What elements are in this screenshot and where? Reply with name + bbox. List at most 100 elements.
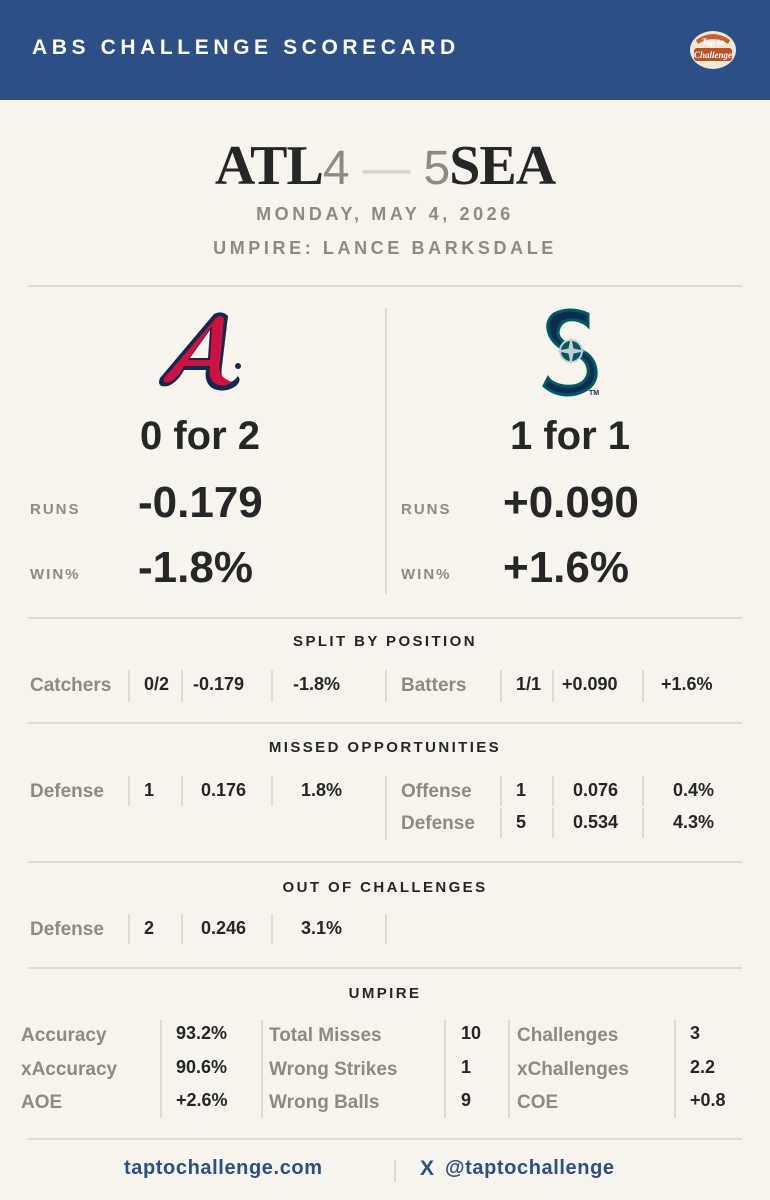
cell-separator [552, 670, 554, 702]
missed-left-c3: 1.8% [301, 780, 343, 800]
away-runs-label: RUNS [30, 501, 81, 518]
home-record: 1 for 1 [509, 414, 631, 458]
divider [28, 1138, 742, 1140]
missed-right-c1-1: 1 [516, 780, 527, 800]
score-dash: — [362, 142, 411, 195]
cell-separator [385, 670, 387, 702]
cell-separator [552, 808, 554, 838]
umpire-xaccuracy-value: 90.6% [176, 1057, 228, 1077]
home-runs-label: RUNS [401, 501, 452, 518]
split-left-c3: -1.8% [293, 674, 341, 694]
cell-separator [674, 1020, 676, 1118]
tap-to-challenge-logo: Tap to Challenge [690, 31, 736, 69]
cell-separator [500, 670, 502, 702]
divider [28, 722, 742, 724]
cell-separator [444, 1020, 446, 1118]
missed-right-label-1: Offense [401, 781, 472, 802]
umpire-wrong-strikes-label: Wrong Strikes [269, 1059, 398, 1080]
umpire-accuracy-value: 93.2% [176, 1023, 228, 1043]
website-link[interactable]: taptochallenge.com [124, 1157, 323, 1179]
umpire-xaccuracy-label: xAccuracy [21, 1059, 118, 1080]
header-bar: ABS CHALLENGE SCORECARD Tap to Challenge [0, 0, 770, 100]
split-right-label: Batters [401, 675, 467, 696]
divider [28, 617, 742, 619]
cell-separator [160, 1020, 162, 1118]
umpire-challenges-value: 3 [690, 1023, 701, 1043]
home-win-label: WIN% [401, 566, 452, 583]
cell-separator [128, 776, 130, 806]
away-runs-value: -0.179 [138, 478, 263, 527]
home-win-value: +1.6% [503, 543, 629, 592]
umpire-coe-value: +0.8 [690, 1090, 726, 1110]
cell-separator [181, 914, 183, 944]
umpire-xchallenges-value: 2.2 [690, 1057, 716, 1077]
divider [28, 861, 742, 863]
home-score: 5 [423, 142, 451, 195]
braves-logo [159, 312, 241, 391]
split-left-c1: 0/2 [144, 674, 170, 694]
umpire-total-misses-value: 10 [461, 1023, 482, 1043]
cell-separator [128, 670, 130, 702]
away-win-label: WIN% [30, 566, 81, 583]
umpire-wrong-balls-value: 9 [461, 1090, 472, 1110]
umpire-total-misses-label: Total Misses [269, 1025, 382, 1046]
ooc-left-label: Defense [30, 919, 104, 940]
svg-text:TM: TM [589, 390, 599, 397]
ooc-section-title: OUT OF CHALLENGES [282, 879, 488, 896]
cell-separator [500, 776, 502, 806]
footer-separator [394, 1160, 396, 1182]
divider [28, 967, 742, 969]
umpire-challenges-label: Challenges [517, 1025, 619, 1046]
cell-separator [271, 776, 273, 806]
cell-separator [261, 1020, 263, 1118]
umpire-coe-label: COE [517, 1092, 559, 1113]
ooc-left-c2: 0.246 [201, 918, 247, 938]
missed-right-c2-1: 0.076 [573, 780, 619, 800]
game-date: MONDAY, MAY 4, 2026 [256, 204, 514, 224]
missed-right-label-2: Defense [401, 813, 475, 834]
away-record: 0 for 2 [139, 414, 261, 458]
missed-right-c1-2: 5 [516, 812, 527, 832]
svg-text:Tap to: Tap to [702, 37, 725, 47]
mariners-logo: TM [542, 308, 599, 397]
divider [28, 285, 742, 287]
away-score: 4 [322, 142, 350, 195]
split-section-title: SPLIT BY POSITION [293, 633, 477, 650]
home-runs-value: +0.090 [503, 478, 639, 527]
cell-separator [271, 670, 273, 702]
cell-separator [181, 776, 183, 806]
split-left-label: Catchers [30, 675, 112, 696]
cell-separator [642, 670, 644, 702]
away-win-value: -1.8% [138, 543, 253, 592]
social-handle-link[interactable]: @taptochallenge [445, 1157, 615, 1179]
umpire-accuracy-label: Accuracy [21, 1025, 107, 1046]
umpire-aoe-label: AOE [21, 1092, 63, 1113]
cell-separator [385, 776, 387, 840]
away-team-abbr: ATL [214, 135, 324, 197]
team-divider [385, 308, 387, 594]
cell-separator [181, 670, 183, 702]
home-team-abbr: SEA [449, 135, 556, 197]
missed-left-c2: 0.176 [201, 780, 247, 800]
split-right-c1: 1/1 [516, 674, 542, 694]
cell-separator [385, 914, 387, 944]
cell-separator [642, 808, 644, 838]
cell-separator [552, 776, 554, 806]
missed-right-c2-2: 0.534 [573, 812, 619, 832]
cell-separator [500, 808, 502, 838]
x-icon: X [420, 1157, 435, 1180]
split-left-c2: -0.179 [193, 674, 245, 694]
umpire-aoe-value: +2.6% [176, 1090, 228, 1110]
missed-right-c3-1: 0.4% [673, 780, 715, 800]
missed-left-label: Defense [30, 781, 104, 802]
missed-left-c1: 1 [144, 780, 155, 800]
svg-text:Challenge: Challenge [694, 50, 732, 60]
ooc-left-c1: 2 [144, 918, 155, 938]
page-title: ABS CHALLENGE SCORECARD [32, 36, 460, 59]
split-right-c2: +0.090 [562, 674, 618, 694]
umpire-name: UMPIRE: LANCE BARKSDALE [213, 238, 557, 258]
cell-separator [508, 1020, 510, 1118]
ooc-left-c3: 3.1% [301, 918, 343, 938]
umpire-xchallenges-label: xChallenges [517, 1059, 629, 1080]
cell-separator [642, 776, 644, 806]
